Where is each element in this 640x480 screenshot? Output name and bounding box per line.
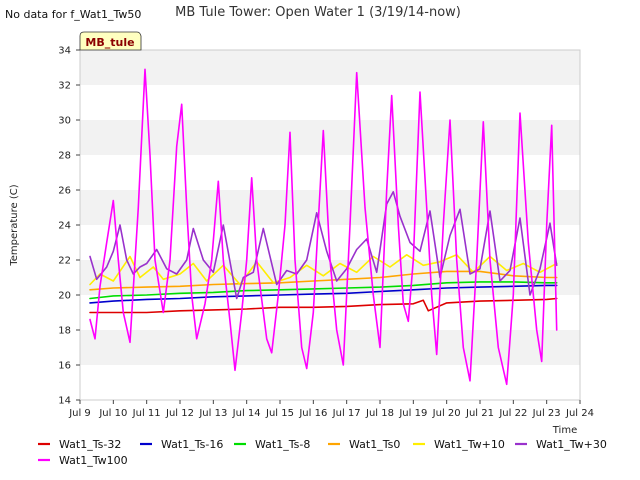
background-band — [80, 120, 580, 155]
legend-label: Wat1_Ts-16 — [161, 438, 223, 451]
y-tick-label: 30 — [58, 116, 71, 127]
x-tick-label: Jul 10 — [98, 408, 127, 419]
x-tick-label: Jul 20 — [432, 408, 461, 419]
x-tick-label: Jul 17 — [332, 408, 361, 419]
y-tick-label: 26 — [58, 186, 71, 197]
x-tick-label: Jul 24 — [565, 408, 594, 419]
x-tick-label: Jul 18 — [365, 408, 394, 419]
x-tick-label: Jul 9 — [68, 408, 91, 419]
plot-background-bands — [80, 50, 580, 400]
y-axis: 14 16 18 20 22 24 26 28 30 32 34 — [58, 46, 80, 407]
x-tick-label: Jul 11 — [132, 408, 161, 419]
series-line-wat1-ts0 — [89, 270, 558, 291]
y-tick-label: 22 — [58, 256, 71, 267]
legend-item: Wat1_Tw100 — [38, 454, 128, 467]
y-tick-label: 18 — [58, 326, 71, 337]
y-tick-label: 32 — [58, 81, 71, 92]
background-band — [80, 330, 580, 365]
x-tick-label: Jul 12 — [165, 408, 194, 419]
y-tick-label: 34 — [58, 46, 71, 57]
y-tick-label: 24 — [58, 221, 71, 232]
x-tick-label: Jul 15 — [265, 408, 294, 419]
x-axis-label: Time — [552, 425, 577, 436]
series-lines — [89, 68, 558, 386]
legend-label: Wat1_Tw100 — [59, 454, 128, 467]
legend-label: Wat1_Tw+30 — [536, 438, 607, 451]
x-tick-label: Jul 22 — [498, 408, 527, 419]
legend-label: Wat1_Tw+10 — [434, 438, 505, 451]
site-tag-label: MB_tule — [85, 36, 134, 49]
legend-item: Wat1_Ts0 — [328, 438, 400, 451]
y-tick-label: 16 — [58, 361, 71, 372]
y-axis-label: Temperature (C) — [9, 184, 20, 266]
series-line-wat1-tw100 — [89, 68, 558, 386]
background-band — [80, 50, 580, 85]
y-tick-label: 14 — [58, 396, 71, 407]
legend-item: Wat1_Ts-8 — [234, 438, 310, 451]
x-axis: Jul 9 Jul 10 Jul 11 Jul 12 Jul 13 Jul 14 Jul 1… — [68, 400, 594, 419]
legend-item: Wat1_Ts-32 — [38, 438, 121, 451]
x-tick-label: Jul 23 — [532, 408, 561, 419]
x-tick-label: Jul 13 — [198, 408, 227, 419]
legend-label: Wat1_Ts0 — [349, 438, 400, 451]
series-line-wat1-ts-32 — [89, 297, 558, 314]
series-line-wat1-ts-8 — [89, 281, 558, 300]
site-tag-box — [79, 31, 142, 51]
background-band — [80, 155, 580, 190]
x-tick-label: Jul 19 — [398, 408, 427, 419]
x-tick-label: Jul 14 — [232, 408, 261, 419]
legend-label: Wat1_Ts-32 — [59, 438, 121, 451]
legend-item: Wat1_Tw+30 — [515, 438, 607, 451]
legend: Wat1_Ts-32 Wat1_Ts-16 Wat1_Ts-8 Wat1_Ts0 Wat… — [38, 438, 607, 467]
y-tick-label: 28 — [58, 151, 71, 162]
series-line-wat1-ts-16 — [89, 284, 558, 304]
x-tick-label: Jul 16 — [298, 408, 327, 419]
no-data-note: No data for f_Wat1_Tw50 — [5, 8, 141, 21]
y-tick-label: 20 — [58, 291, 71, 302]
chart-title: MB Tule Tower: Open Water 1 (3/19/14-now… — [175, 5, 461, 20]
legend-label: Wat1_Ts-8 — [255, 438, 310, 451]
legend-item: Wat1_Ts-16 — [140, 438, 223, 451]
site-tag: MB_tule — [79, 31, 142, 51]
background-band — [80, 365, 580, 400]
background-band — [80, 190, 580, 225]
legend-item: Wat1_Tw+10 — [413, 438, 505, 451]
x-tick-label: Jul 21 — [465, 408, 494, 419]
background-band — [80, 85, 580, 120]
